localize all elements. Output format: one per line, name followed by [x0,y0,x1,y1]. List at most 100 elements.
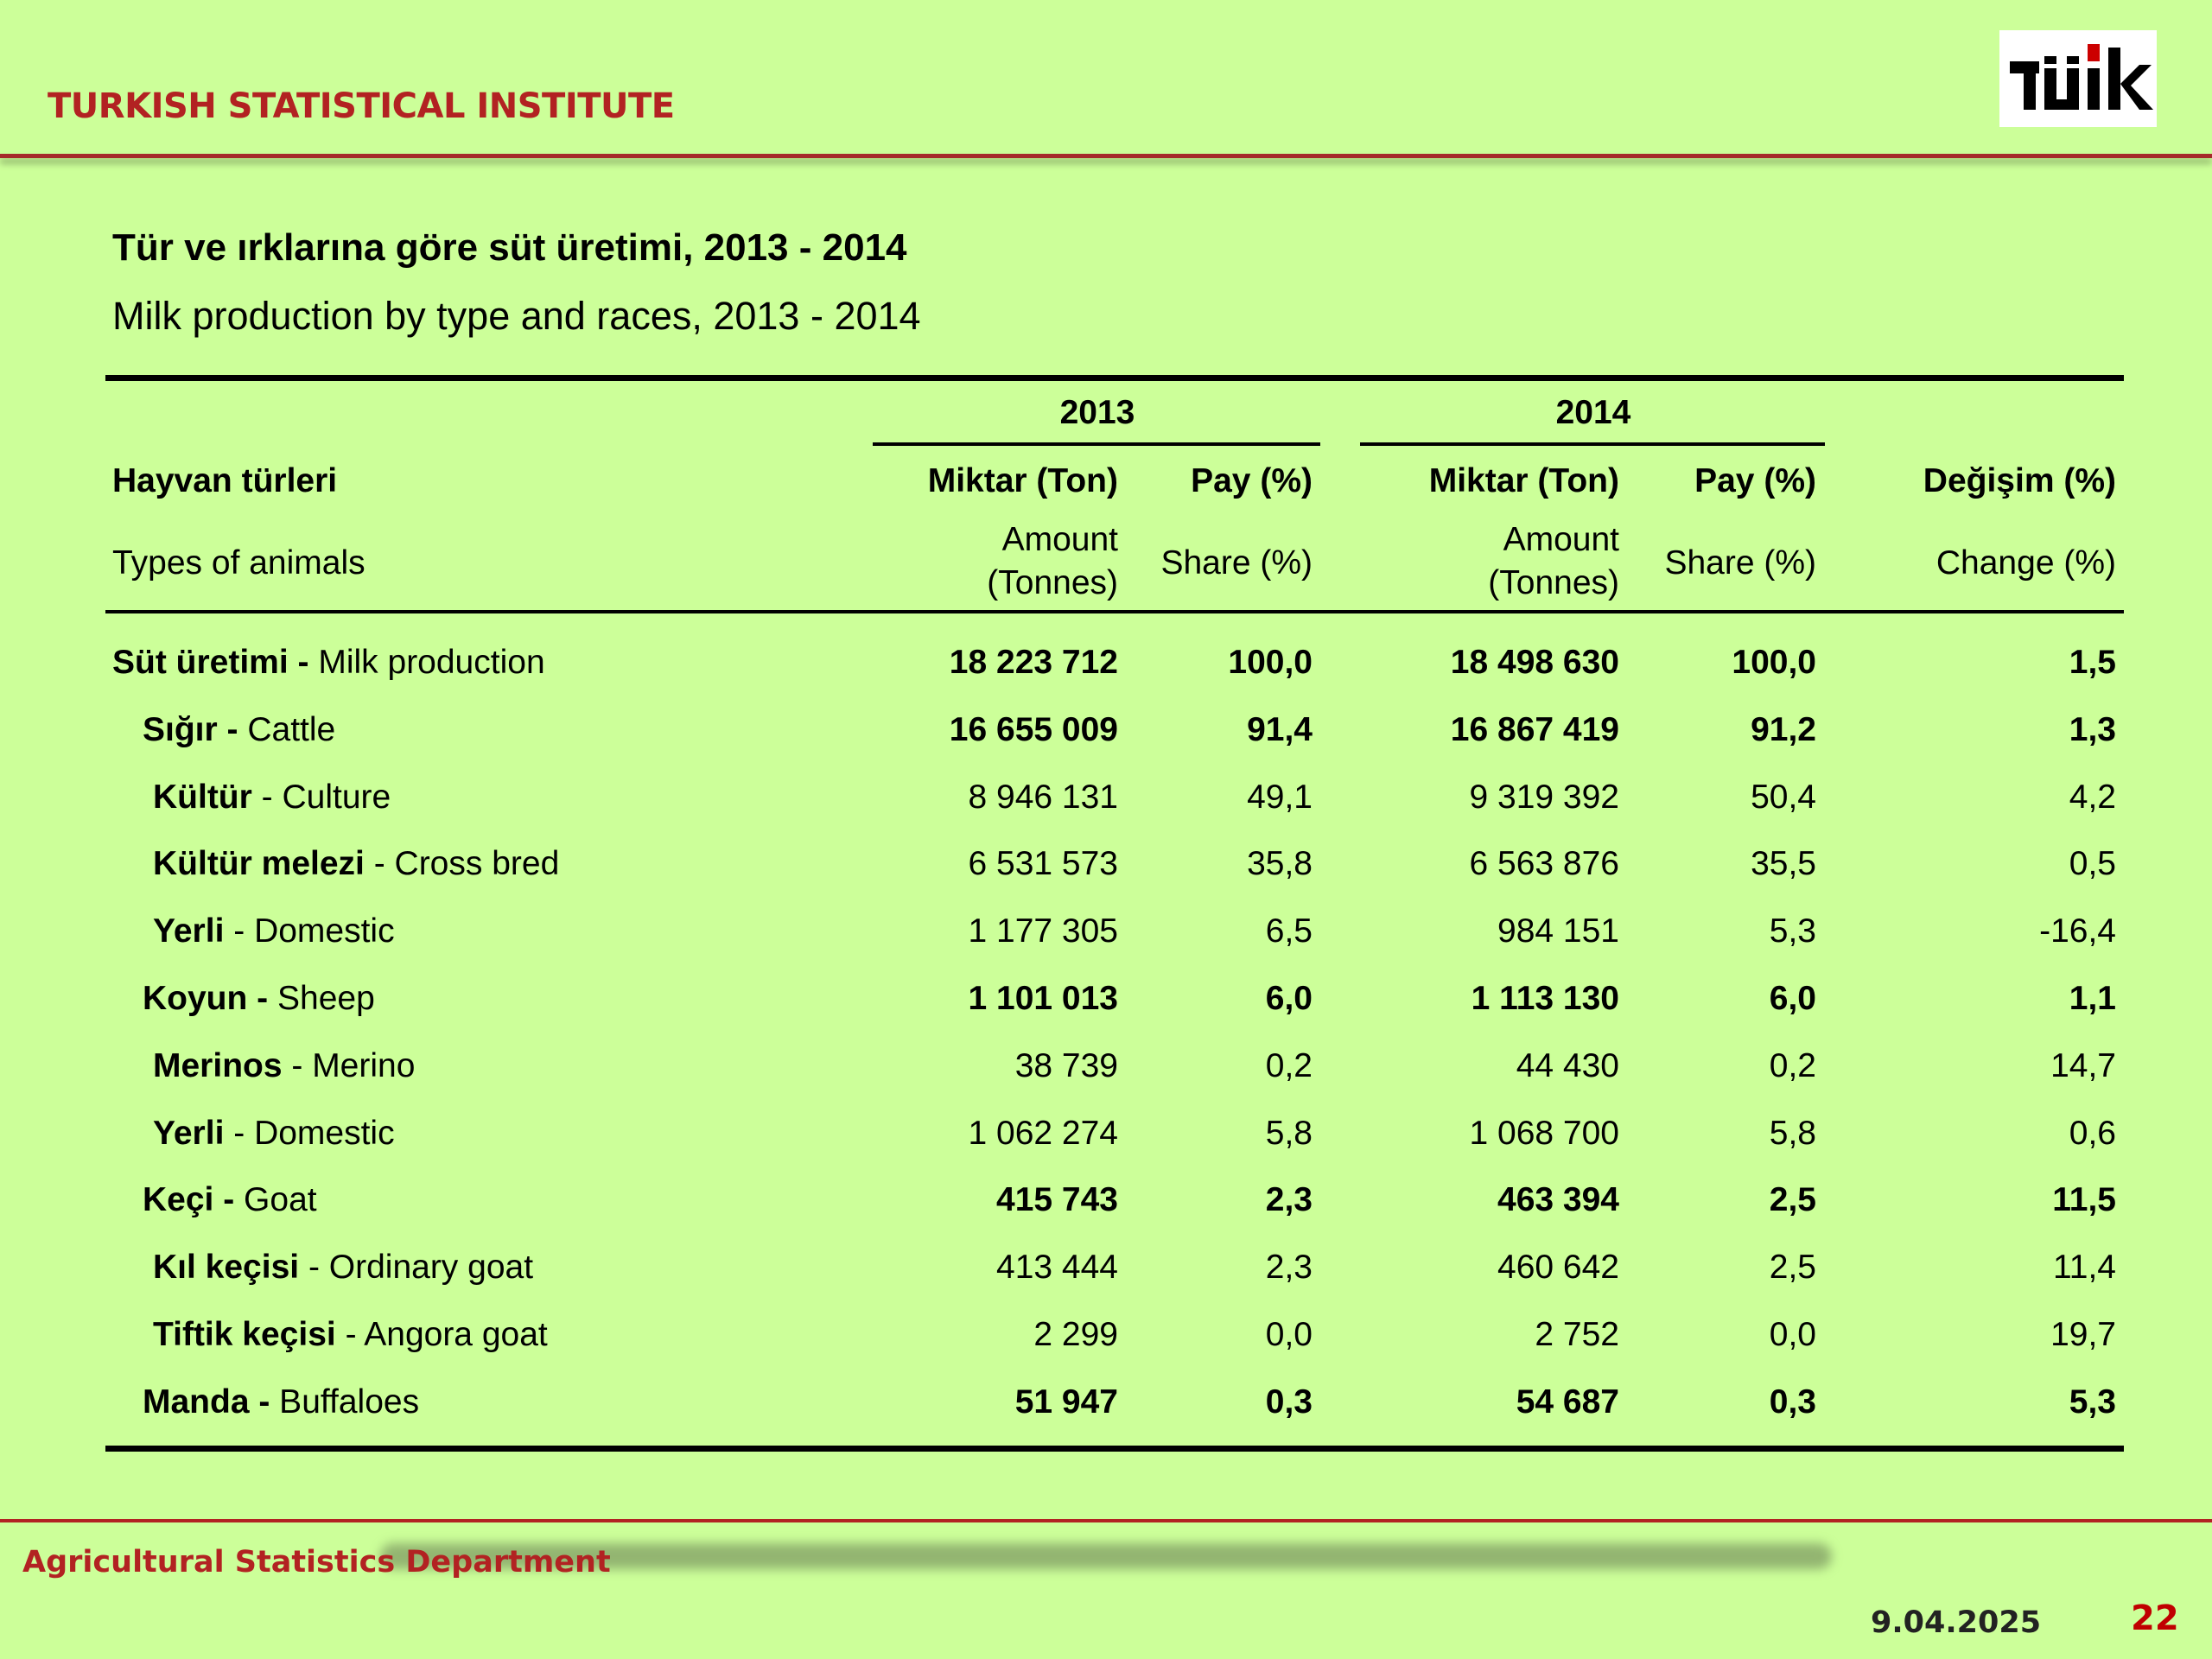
col-share-2014-tr: Pay (%) [1694,462,1816,499]
row-label-turkish: Keçi - [143,1181,235,1218]
row-label: Yerli - Domestic [153,1116,395,1150]
footer-department: Agricultural Statistics Department [22,1545,611,1580]
cell-change: 11,5 [2052,1181,2116,1218]
cell-share-2014: 100,0 [1732,644,1816,681]
cell-amount-2013: 415 743 [996,1181,1118,1218]
row-label-turkish: Yerli [153,912,225,950]
cell-share-2014: 2,5 [1769,1249,1816,1286]
row-label-english: - Angora goat [335,1316,548,1353]
cell-amount-2013: 51 947 [1014,1383,1118,1421]
cell-amount-2013: 413 444 [996,1249,1118,1286]
row-label-turkish: Sığır - [143,711,238,748]
cell-amount-2013: 18 223 712 [949,644,1118,681]
title-turkish: Tür ve ırklarına göre süt üretimi, 2013 … [112,226,907,269]
amount-label-line2: (Tonnes) [987,564,1118,601]
row-label-turkish: Kültür melezi [153,845,365,882]
footer-date: 9.04.2025 [1871,1605,2042,1640]
row-label-english: Buffaloes [270,1383,420,1421]
row-label-english: - Cross bred [364,845,560,882]
cell-share-2013: 91,4 [1247,711,1313,748]
cell-amount-2013: 2 299 [1033,1316,1118,1353]
cell-share-2013: 0,2 [1265,1047,1313,1084]
cell-amount-2013: 1 062 274 [968,1115,1118,1152]
col-amount-2013-tr: Miktar (Ton) [927,462,1118,499]
cell-amount-2013: 1 101 013 [968,980,1118,1017]
row-label-english: - Ordinary goat [299,1249,534,1286]
row-label-english: - Domestic [224,1115,395,1152]
cell-amount-2014: 6 563 876 [1469,845,1619,882]
cell-amount-2014: 460 642 [1497,1249,1619,1286]
row-label: Koyun - Sheep [143,982,375,1015]
footer-divider [0,1519,2212,1522]
row-label: Merinos - Merino [153,1049,415,1083]
row-label-english: - Merino [282,1047,416,1084]
footer-shadow-bar [380,1543,1832,1569]
row-label: Tiftik keçisi - Angora goat [153,1318,548,1351]
cell-change: 11,4 [2052,1249,2116,1286]
cell-change: 14,7 [2050,1047,2116,1084]
cell-change: 0,6 [2069,1115,2116,1152]
row-label-english: Milk production [308,644,545,681]
col-share-2013-tr: Pay (%) [1191,462,1313,499]
row-label-turkish: Koyun - [143,980,269,1017]
cell-change: 1,5 [2069,644,2116,681]
cell-amount-2014: 54 687 [1516,1383,1619,1421]
cell-amount-2013: 38 739 [1014,1047,1118,1084]
institute-name: TURKISH STATISTICAL INSTITUTE [48,86,675,126]
cell-share-2013: 100,0 [1228,644,1313,681]
row-label-english: Cattle [238,711,336,748]
cell-change: 1,1 [2069,980,2116,1017]
row-label-turkish: Merinos [153,1047,283,1084]
year-2014: 2014 [1555,394,1631,431]
cell-share-2014: 5,8 [1769,1115,1816,1152]
cell-share-2014: 0,0 [1769,1316,1816,1353]
cell-share-2013: 49,1 [1247,779,1313,816]
tuik-logo [1999,30,2157,127]
col-share-2013-en: Share (%) [1160,544,1313,582]
row-label: Kültür melezi - Cross bred [153,847,559,880]
row-label: Manda - Buffaloes [143,1385,419,1419]
cell-change: 19,7 [2050,1316,2116,1353]
row-label-turkish: Manda - [143,1383,270,1421]
col-animal-en: Types of animals [112,544,365,582]
header-bottom-rule [105,610,2124,613]
col-amount-2013-en: Amount (Tonnes) [864,518,1118,605]
cell-amount-2014: 2 752 [1535,1316,1619,1353]
cell-change: 5,3 [2069,1383,2116,1421]
cell-amount-2014: 44 430 [1516,1047,1619,1084]
cell-share-2013: 2,3 [1265,1181,1313,1218]
header-divider [0,154,2212,158]
cell-amount-2013: 6 531 573 [968,845,1118,882]
year-2013-underline [873,442,1320,446]
page-number: 22 [2131,1599,2179,1638]
cell-amount-2013: 16 655 009 [949,711,1118,748]
cell-share-2013: 6,5 [1265,912,1313,950]
row-label: Süt üretimi - Milk production [112,645,545,679]
col-change-en: Change (%) [1936,544,2116,582]
amount-label-line1: Amount [1503,521,1619,558]
cell-share-2013: 35,8 [1247,845,1313,882]
cell-change: -16,4 [2039,912,2116,950]
cell-change: 0,5 [2069,845,2116,882]
row-label-english: - Culture [251,779,391,816]
cell-share-2013: 6,0 [1265,980,1313,1017]
row-label-turkish: Kıl keçisi [153,1249,300,1286]
row-label-turkish: Süt üretimi - [112,644,309,681]
row-label-english: Goat [234,1181,317,1218]
row-label-turkish: Tiftik keçisi [153,1316,336,1353]
cell-change: 4,2 [2069,779,2116,816]
cell-amount-2014: 9 319 392 [1469,779,1619,816]
cell-share-2014: 0,3 [1769,1383,1816,1421]
tuik-logo-icon [2010,44,2153,110]
amount-label-line1: Amount [1001,521,1118,558]
cell-amount-2013: 1 177 305 [968,912,1118,950]
cell-share-2013: 0,0 [1265,1316,1313,1353]
row-label: Yerli - Domestic [153,914,395,948]
cell-amount-2014: 984 151 [1497,912,1619,950]
cell-share-2013: 5,8 [1265,1115,1313,1152]
col-amount-2014-tr: Miktar (Ton) [1428,462,1619,499]
row-label-english: Sheep [268,980,375,1017]
cell-share-2014: 5,3 [1769,912,1816,950]
col-change-tr: Değişim (%) [1923,462,2116,499]
cell-share-2014: 35,5 [1751,845,1816,882]
